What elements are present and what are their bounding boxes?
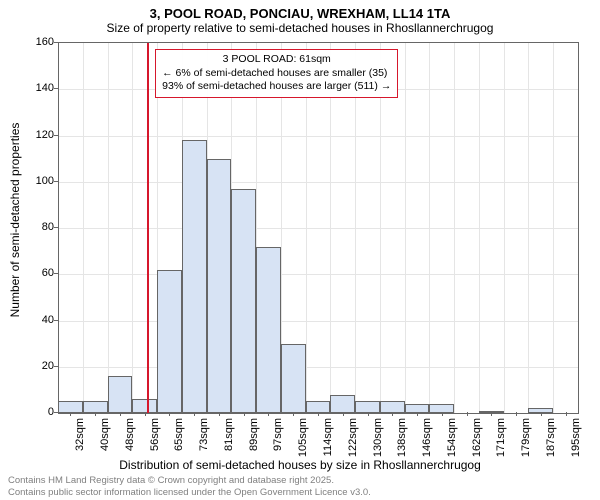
- callout-line-2: ← 6% of semi-detached houses are smaller…: [162, 67, 391, 81]
- histogram-bar: [157, 270, 182, 413]
- x-tick-mark: [392, 412, 393, 416]
- y-tick-label: 100: [14, 175, 54, 187]
- histogram-bar: [330, 395, 355, 414]
- gridline-v: [355, 43, 356, 413]
- x-tick-mark: [417, 412, 418, 416]
- histogram-bar: [182, 140, 207, 413]
- x-tick-mark: [268, 412, 269, 416]
- x-tick-mark: [293, 412, 294, 416]
- y-tick-mark: [54, 135, 58, 136]
- y-tick-mark: [54, 273, 58, 274]
- gridline-v: [83, 43, 84, 413]
- gridline-v: [479, 43, 480, 413]
- callout-box: 3 POOL ROAD: 61sqm← 6% of semi-detached …: [155, 49, 398, 98]
- footer-attribution: Contains HM Land Registry data © Crown c…: [8, 475, 371, 498]
- chart-title: 3, POOL ROAD, PONCIAU, WREXHAM, LL14 1TA: [0, 0, 600, 21]
- y-tick-mark: [54, 181, 58, 182]
- y-tick-label: 20: [14, 360, 54, 372]
- x-tick-mark: [343, 412, 344, 416]
- x-tick-mark: [467, 412, 468, 416]
- x-tick-mark: [244, 412, 245, 416]
- gridline-v: [132, 43, 133, 413]
- y-tick-mark: [54, 320, 58, 321]
- x-tick-mark: [442, 412, 443, 416]
- y-tick-label: 160: [14, 36, 54, 48]
- y-tick-label: 0: [14, 406, 54, 418]
- gridline-h: [58, 136, 578, 137]
- callout-line-1: 3 POOL ROAD: 61sqm: [162, 53, 391, 67]
- histogram-bar: [281, 344, 306, 413]
- gridline-h: [58, 274, 578, 275]
- y-tick-label: 120: [14, 129, 54, 141]
- y-tick-label: 40: [14, 314, 54, 326]
- gridline-h: [58, 182, 578, 183]
- y-tick-label: 140: [14, 82, 54, 94]
- y-tick-mark: [54, 366, 58, 367]
- y-tick-mark: [54, 227, 58, 228]
- x-tick-mark: [70, 412, 71, 416]
- callout-line-3: 93% of semi-detached houses are larger (…: [162, 80, 391, 94]
- gridline-h: [58, 367, 578, 368]
- gridline-v: [528, 43, 529, 413]
- footer-line-2: Contains public sector information licen…: [8, 487, 371, 498]
- x-tick-mark: [95, 412, 96, 416]
- gridline-v: [306, 43, 307, 413]
- histogram-bar: [231, 189, 256, 413]
- gridline-v: [429, 43, 430, 413]
- gridline-v: [330, 43, 331, 413]
- x-tick-mark: [541, 412, 542, 416]
- x-tick-mark: [516, 412, 517, 416]
- x-axis-label: Distribution of semi-detached houses by …: [0, 458, 600, 472]
- histogram-bar: [132, 399, 157, 413]
- footer-line-1: Contains HM Land Registry data © Crown c…: [8, 475, 371, 486]
- histogram-bar: [108, 376, 133, 413]
- x-tick-mark: [120, 412, 121, 416]
- y-tick-label: 80: [14, 221, 54, 233]
- y-tick-label: 60: [14, 267, 54, 279]
- chart-subtitle: Size of property relative to semi-detach…: [0, 21, 600, 39]
- chart-container: 3, POOL ROAD, PONCIAU, WREXHAM, LL14 1TA…: [0, 0, 600, 500]
- x-tick-mark: [491, 412, 492, 416]
- gridline-v: [380, 43, 381, 413]
- histogram-bar: [256, 247, 281, 414]
- gridline-v: [553, 43, 554, 413]
- x-tick-mark: [169, 412, 170, 416]
- gridline-v: [504, 43, 505, 413]
- x-tick-mark: [318, 412, 319, 416]
- gridline-v: [454, 43, 455, 413]
- y-axis: [58, 42, 59, 412]
- gridline-h: [58, 228, 578, 229]
- y-tick-mark: [54, 88, 58, 89]
- plot-area: 3 POOL ROAD: 61sqm← 6% of semi-detached …: [58, 42, 579, 414]
- gridline-v: [405, 43, 406, 413]
- x-tick-mark: [145, 412, 146, 416]
- marker-line: [147, 43, 149, 413]
- x-tick-mark: [566, 412, 567, 416]
- gridline-h: [58, 321, 578, 322]
- x-tick-mark: [219, 412, 220, 416]
- histogram-bar: [207, 159, 232, 413]
- gridline-v: [108, 43, 109, 413]
- x-tick-mark: [368, 412, 369, 416]
- y-tick-mark: [54, 42, 58, 43]
- y-tick-mark: [54, 412, 58, 413]
- x-tick-mark: [194, 412, 195, 416]
